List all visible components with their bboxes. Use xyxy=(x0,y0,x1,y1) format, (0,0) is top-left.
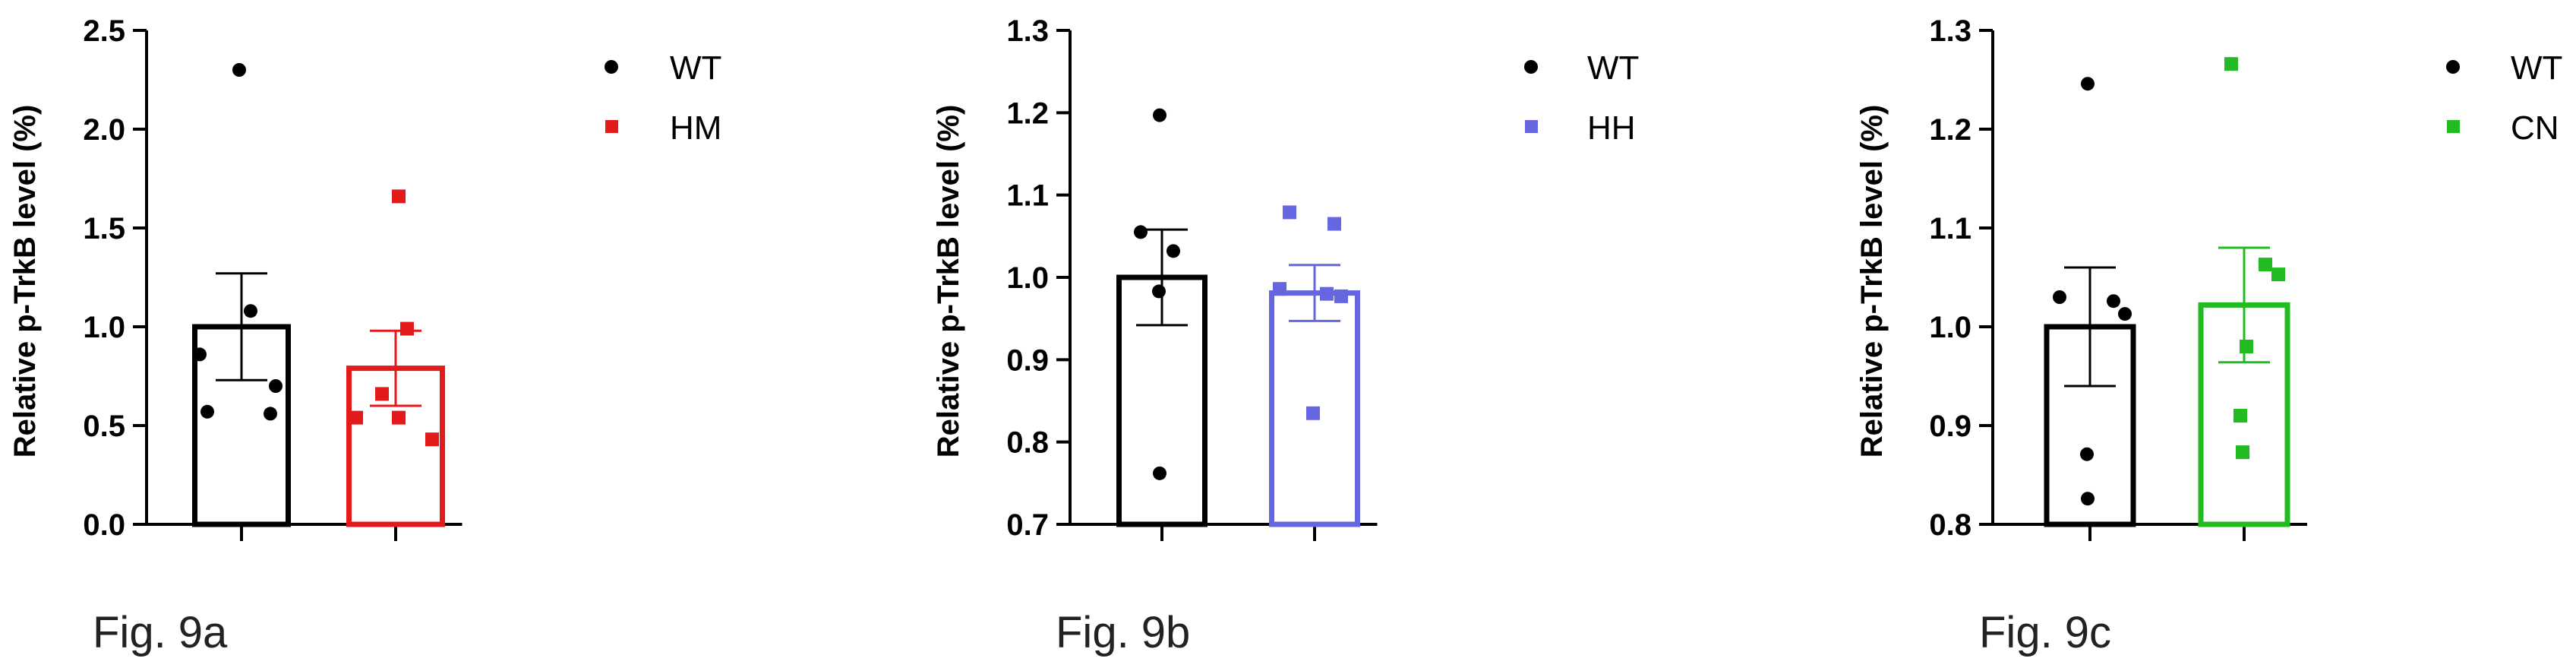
data-point-wt xyxy=(1134,225,1148,239)
data-point-hh xyxy=(1273,282,1286,296)
legend-marker-wt xyxy=(1524,60,1538,74)
data-point-hm xyxy=(375,387,389,401)
data-point-hm xyxy=(425,432,439,447)
data-point-hm xyxy=(349,410,363,425)
y-tick-label: 1.3 xyxy=(1006,14,1049,48)
y-tick-label: 1.5 xyxy=(83,212,125,245)
y-tick-label: 1.3 xyxy=(1929,14,1971,48)
data-point-hm xyxy=(392,189,406,204)
y-tick-label: 1.1 xyxy=(1929,212,1971,245)
data-point-wt xyxy=(1152,284,1166,299)
data-point-cn xyxy=(2224,57,2238,71)
y-tick-label: 2.0 xyxy=(83,113,125,147)
data-point-cn xyxy=(2233,409,2247,423)
data-point-wt xyxy=(2081,492,2095,506)
y-tick-label: 1.0 xyxy=(83,311,125,344)
legend-marker-hm xyxy=(605,120,618,133)
data-point-wt xyxy=(1153,466,1166,480)
legend-marker-cn xyxy=(2447,120,2460,133)
data-point-hh xyxy=(1334,289,1348,303)
legend-label-wt: WT xyxy=(1587,49,1639,87)
data-point-wt xyxy=(2081,77,2095,91)
plot-area-9c: 0.8 0.9 1.0 1.1 1.2 1.3 xyxy=(1929,14,2307,542)
data-point-wt xyxy=(2080,447,2094,461)
y-tick-label: 1.2 xyxy=(1929,113,1971,147)
plot-area-9a: 0.0 0.5 1.0 1.5 2.0 2.5 xyxy=(83,14,462,542)
data-point-wt xyxy=(269,379,283,393)
panel-fig-9c: 0.8 0.9 1.0 1.1 1.2 1.3 Relative p-TrkB level… xyxy=(1855,14,2562,657)
legend-label-cn: CN xyxy=(2511,109,2559,147)
data-point-wt xyxy=(1153,108,1166,122)
legend-label-hm: HM xyxy=(670,109,721,147)
figure-caption: Fig. 9b xyxy=(1056,608,1190,657)
panel-fig-9b: 0.7 0.8 0.9 1.0 1.1 1.2 1.3 Relative p-TrkB le… xyxy=(932,14,1639,657)
y-tick-label: 2.5 xyxy=(83,14,125,48)
y-tick-label: 1.0 xyxy=(1929,311,1971,344)
legend-marker-wt xyxy=(605,60,618,74)
y-tick-label: 0.0 xyxy=(83,508,125,542)
y-tick-label: 0.7 xyxy=(1006,508,1049,542)
data-point-hh xyxy=(1327,217,1341,231)
data-point-cn xyxy=(2259,258,2272,272)
data-point-wt xyxy=(264,407,277,421)
data-point-cn xyxy=(2236,445,2249,460)
data-point-cn xyxy=(2240,340,2253,353)
data-point-hm xyxy=(400,321,414,336)
y-tick-label: 1.2 xyxy=(1006,97,1049,130)
legend-marker-wt xyxy=(2446,60,2460,74)
legend: WT HH xyxy=(1524,49,1639,147)
data-point-wt xyxy=(2118,307,2132,321)
data-point-wt xyxy=(193,347,207,362)
y-axis-label: Relative p-TrkB level (%) xyxy=(932,105,965,458)
y-tick-label: 1.1 xyxy=(1006,179,1049,213)
figure-caption: Fig. 9c xyxy=(1979,608,2111,657)
y-tick-label: 1.0 xyxy=(1006,261,1049,295)
data-point-wt xyxy=(232,63,246,77)
data-point-hh xyxy=(1320,286,1334,301)
y-tick-label: 0.9 xyxy=(1006,343,1049,377)
data-point-wt xyxy=(244,304,257,318)
y-tick-label: 0.5 xyxy=(83,410,125,443)
y-axis-label: Relative p-TrkB level (%) xyxy=(8,105,42,458)
data-point-wt xyxy=(1166,244,1180,258)
data-point-wt xyxy=(2107,294,2120,309)
y-axis-label: Relative p-TrkB level (%) xyxy=(1855,105,1889,458)
data-point-wt xyxy=(2053,290,2066,304)
data-point-hh xyxy=(1306,406,1320,420)
y-tick-label: 0.9 xyxy=(1929,410,1971,443)
data-point-hh xyxy=(1283,205,1296,220)
legend: WT HM xyxy=(605,49,721,147)
legend-marker-hh xyxy=(1525,120,1538,133)
y-tick-label: 0.8 xyxy=(1006,426,1049,460)
legend: WT CN xyxy=(2446,49,2562,147)
data-point-cn xyxy=(2271,267,2285,282)
legend-label-wt: WT xyxy=(2511,49,2562,87)
legend-label-wt: WT xyxy=(670,49,721,87)
data-point-hm xyxy=(392,410,406,425)
data-point-wt xyxy=(200,404,214,419)
y-tick-label: 0.8 xyxy=(1929,508,1971,542)
legend-label-hh: HH xyxy=(1587,109,1636,147)
panel-fig-9a: 0.0 0.5 1.0 1.5 2.0 2.5 Relative p-TrkB level… xyxy=(8,14,721,657)
figure-caption: Fig. 9a xyxy=(93,608,228,657)
plot-area-9b: 0.7 0.8 0.9 1.0 1.1 1.2 1.3 xyxy=(1006,14,1378,542)
